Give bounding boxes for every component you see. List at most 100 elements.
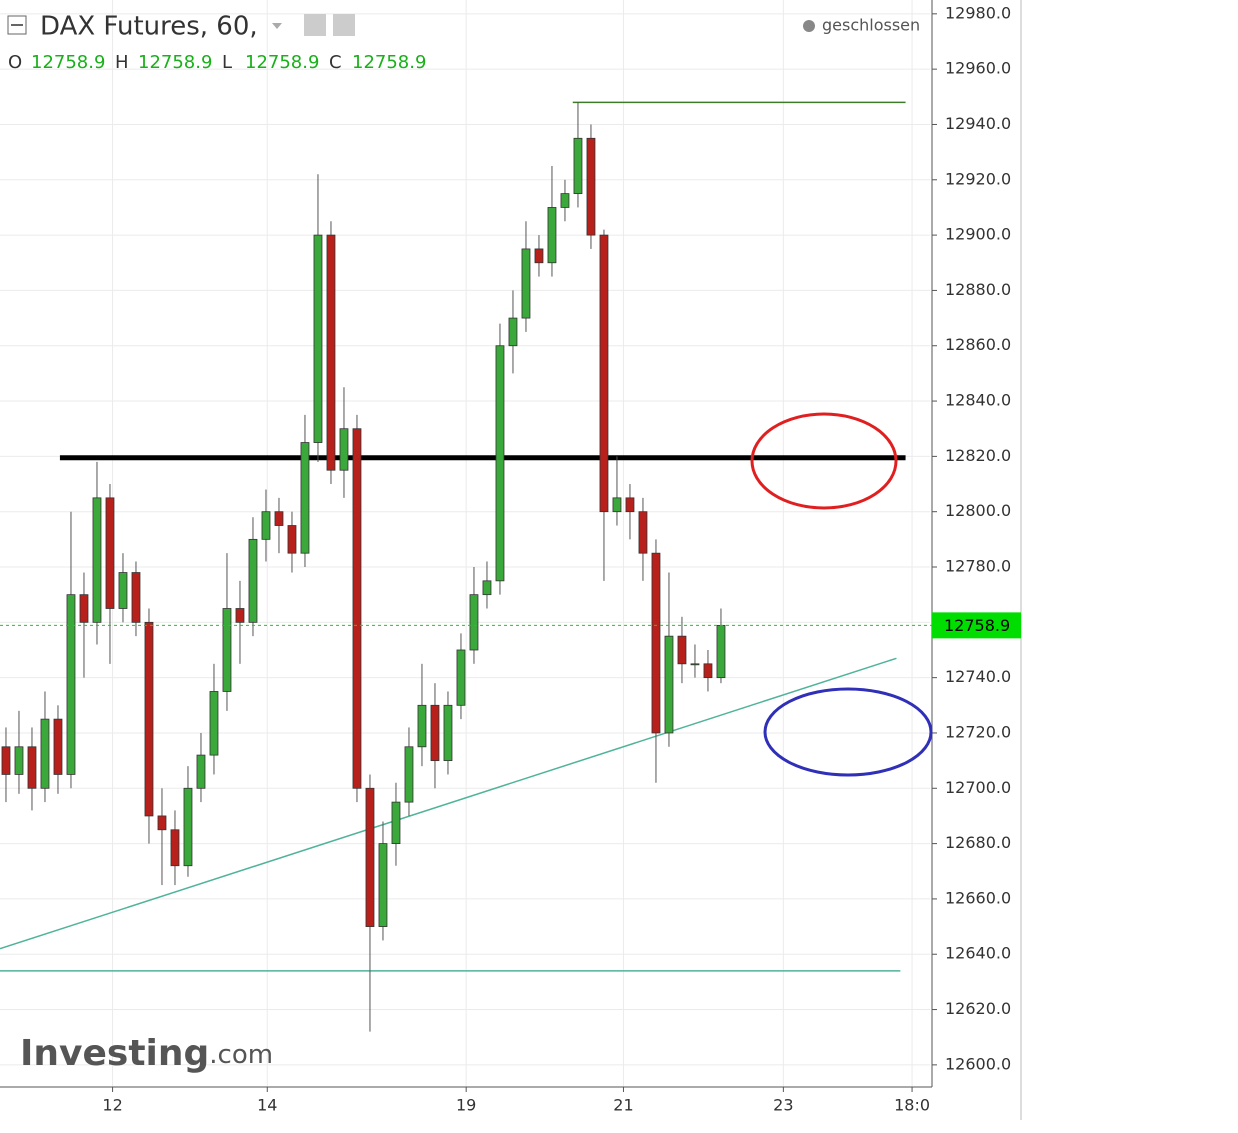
annotation-ellipse (763, 687, 933, 777)
logo-main: Investing (20, 1033, 209, 1074)
candle-body (40, 718, 50, 789)
candle-body (690, 663, 700, 666)
ohlc-label: L (222, 52, 232, 73)
x-tick-label: 21 (613, 1096, 633, 1115)
candle-body (287, 525, 297, 554)
logo-suffix: .com (209, 1040, 273, 1070)
candle-body (235, 608, 245, 623)
y-tick-label: 12820.0 (945, 446, 1011, 465)
x-tick-label: 14 (257, 1096, 277, 1115)
candle-body (248, 538, 258, 623)
x-tick-label: 18:0 (894, 1096, 930, 1115)
ohlc-label: C (329, 52, 342, 73)
candle-body (378, 843, 388, 927)
candle-body (456, 649, 466, 706)
candle-body (625, 497, 635, 513)
y-tick-label: 12780.0 (945, 557, 1011, 576)
candle-body (482, 580, 492, 596)
y-tick-label: 12800.0 (945, 501, 1011, 520)
candle-body (560, 193, 570, 208)
candle-body (586, 137, 596, 236)
y-tick-label: 12700.0 (945, 778, 1011, 797)
candle-body (183, 787, 193, 867)
y-tick-label: 12620.0 (945, 999, 1011, 1018)
candle-body (573, 137, 583, 195)
candle-body (261, 511, 271, 540)
dropdown-icon (272, 23, 282, 29)
candle-body (391, 801, 401, 845)
candle-body (638, 511, 648, 554)
ohlc-value: 12758.9 (138, 52, 212, 73)
y-tick-label: 12940.0 (945, 114, 1011, 133)
candle-body (157, 815, 167, 831)
last-price-label: 12758.9 (944, 616, 1010, 635)
y-tick-label: 12720.0 (945, 722, 1011, 741)
candle-body (118, 572, 128, 609)
x-tick-label: 23 (773, 1096, 793, 1115)
candle-body (300, 442, 310, 554)
ohlc-label: H (115, 52, 129, 73)
logo: Investing.com (20, 1033, 273, 1074)
candle-body (716, 624, 726, 679)
last-price-box (932, 612, 1021, 639)
candle-body (222, 608, 232, 692)
candle-body (53, 718, 63, 775)
candle-body (196, 754, 206, 789)
y-tick-label: 12900.0 (945, 225, 1011, 244)
candle-body (66, 594, 76, 775)
ohlc-value: 12758.9 (352, 52, 426, 73)
candle-body (703, 663, 713, 679)
candle-body (209, 691, 219, 756)
candle-body (521, 248, 531, 319)
trend-line (0, 657, 897, 950)
y-tick-label: 12840.0 (945, 391, 1011, 410)
x-tick-label: 19 (456, 1096, 476, 1115)
candle-body (508, 317, 518, 347)
candle-body (651, 552, 661, 734)
candle-body (430, 704, 440, 762)
settings-icon (304, 14, 326, 36)
x-tick-label: 12 (102, 1096, 122, 1115)
y-tick-label: 12740.0 (945, 667, 1011, 686)
candle-body (443, 704, 453, 762)
candle-body (612, 497, 622, 513)
candle-body (664, 635, 674, 734)
y-tick-label: 12660.0 (945, 888, 1011, 907)
candle-body (1, 746, 11, 775)
candle-body (105, 497, 115, 609)
candle-body (170, 829, 180, 867)
y-tick-label: 12640.0 (945, 944, 1011, 963)
candle-body (326, 234, 336, 471)
y-tick-label: 12880.0 (945, 280, 1011, 299)
candle-body (144, 621, 154, 817)
candle-body (677, 635, 687, 665)
candle-body (27, 746, 37, 789)
settings-icon (333, 14, 355, 36)
y-tick-label: 12960.0 (945, 59, 1011, 78)
candle-body (404, 746, 414, 803)
status-label: geschlossen (822, 16, 920, 35)
ohlc-value: 12758.9 (245, 52, 319, 73)
candle-body (274, 511, 284, 526)
y-tick-label: 12680.0 (945, 833, 1011, 852)
candle-body (547, 207, 557, 264)
candle-body (352, 428, 362, 789)
candle-body (339, 428, 349, 471)
annotation-ellipse (750, 412, 898, 510)
ohlc-value: 12758.9 (31, 52, 105, 73)
candle-body (599, 234, 609, 513)
candle-body (79, 594, 89, 623)
ohlc-label: O (8, 52, 22, 73)
y-tick-label: 12860.0 (945, 335, 1011, 354)
candle-body (313, 234, 323, 443)
candle-body (92, 497, 102, 623)
status-dot (803, 20, 815, 32)
candle-body (14, 746, 24, 775)
y-tick-label: 12600.0 (945, 1054, 1011, 1073)
chart-title: DAX Futures, 60, (40, 12, 258, 42)
y-tick-label: 12920.0 (945, 169, 1011, 188)
candle-body (534, 248, 544, 264)
candle-body (495, 345, 505, 582)
